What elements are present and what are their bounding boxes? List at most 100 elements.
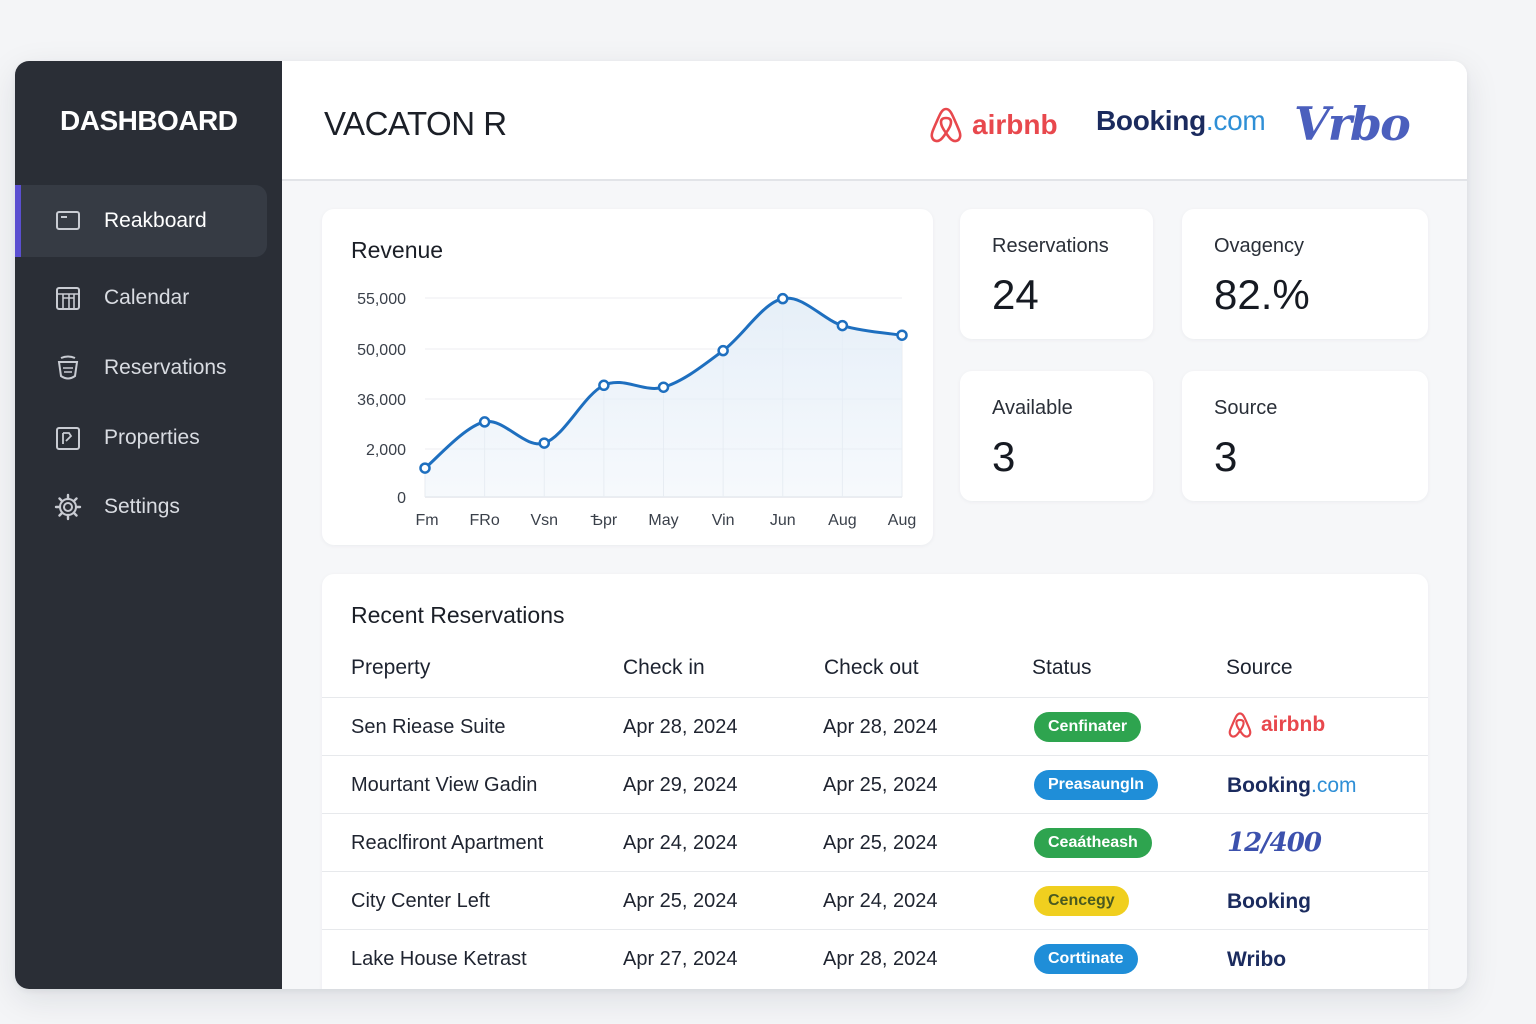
x-tick-label: May	[648, 512, 678, 529]
sidebar-item-reservations[interactable]: Reservations	[15, 332, 267, 404]
booking-wordmark: Booking	[1096, 105, 1206, 136]
table-row[interactable]: City Center Left Apr 25, 2024 Apr 24, 2024…	[322, 871, 1428, 930]
cell-source: Wribo	[1227, 948, 1286, 972]
data-point	[419, 462, 431, 474]
data-point	[896, 329, 908, 341]
stat-value: 3	[992, 433, 1016, 480]
status-badge: Preasaungln	[1034, 770, 1159, 800]
revenue-area	[425, 298, 902, 497]
sidebar-brand: DASHBOARD	[60, 105, 238, 136]
column-header-status[interactable]: Status	[1032, 656, 1092, 679]
cell-check-in: Apr 29, 2024	[623, 774, 738, 796]
revenue-chart-card: Revenue 0 2,000 36,000 50,000 55,000 Fm FRo Vsn…	[322, 209, 933, 545]
cell-check-in: Apr 24, 2024	[623, 832, 738, 854]
source-suffix: .com	[1311, 774, 1357, 797]
cell-source: 12/400	[1227, 828, 1322, 858]
airbnb-icon	[1228, 712, 1252, 738]
x-tick-label: Aug	[888, 512, 916, 529]
app-window: DASHBOARD Reakboard Calendar Reservation…	[15, 61, 1467, 989]
column-header-check-in[interactable]: Check in	[623, 656, 705, 679]
table-row[interactable]: Lake House Ketrast Apr 27, 2024 Apr 28, 20…	[322, 929, 1428, 988]
data-point	[836, 319, 849, 332]
x-tick-label: Ѣpr	[591, 512, 618, 529]
header: VACATON R airbnb Booking.com Vrbo	[282, 61, 1467, 181]
source-label: Wribo	[1227, 948, 1287, 971]
data-point	[478, 416, 491, 428]
data-point	[538, 437, 550, 449]
booking-logo[interactable]: Booking.com	[1096, 105, 1266, 137]
revenue-chart: 0 2,000 36,000 50,000 55,000 Fm FRo Vsn Ѣpr May Vi…	[357, 291, 916, 529]
stat-label: Ovagency	[1214, 235, 1305, 257]
sidebar-item-properties[interactable]: Properties	[15, 402, 267, 474]
cell-source: airbnb	[1227, 710, 1325, 740]
cell-property: Sen Riease Suite	[351, 716, 506, 738]
stat-label: Source	[1214, 397, 1278, 419]
x-tick-label: Aug	[828, 512, 856, 529]
stat-label: Reservations	[992, 235, 1109, 257]
sidebar-item-label: Properties	[104, 426, 200, 449]
sidebar-item-label: Calendar	[104, 286, 190, 309]
sidebar-item-settings[interactable]: Settings	[15, 471, 267, 543]
sidebar-item-calendar[interactable]: Calendar	[15, 262, 267, 334]
page-title: VACATON R	[324, 105, 507, 142]
x-tick-label: Vsn	[530, 512, 558, 529]
table-row[interactable]: Mourtant View Gadin Apr 29, 2024 Apr 25, 2…	[322, 755, 1428, 814]
table-row[interactable]: Sen Riease Suite Apr 28, 2024 Apr 28, 2024…	[322, 697, 1428, 756]
data-point	[657, 381, 670, 393]
airbnb-wordmark: airbnb	[972, 109, 1058, 140]
table-row[interactable]: Reaclfiront Apartment Apr 24, 2024 Apr 25,…	[322, 813, 1428, 872]
sidebar-item-label: Reakboard	[104, 209, 207, 232]
cell-check-out: Apr 28, 2024	[823, 716, 938, 738]
status-badge: Corttinate	[1034, 944, 1138, 974]
cell-check-out: Apr 25, 2024	[823, 832, 938, 854]
sidebar: DASHBOARD Reakboard Calendar Reservation…	[15, 61, 282, 989]
vrbo-logo: 12/400	[1227, 828, 1322, 858]
cell-check-in: Apr 25, 2024	[623, 890, 738, 912]
reservations-icon	[53, 353, 83, 383]
x-tick-label: Vin	[712, 512, 735, 529]
status-badge: Cencegy	[1034, 886, 1129, 916]
cell-source: Booking	[1227, 890, 1311, 914]
properties-icon	[53, 423, 83, 453]
cell-check-out: Apr 24, 2024	[823, 890, 938, 912]
data-point	[777, 292, 789, 305]
x-tick-label: Jun	[770, 512, 796, 529]
stat-value: 82.%	[1214, 271, 1310, 318]
sidebar-item-label: Settings	[104, 495, 180, 518]
column-header-source[interactable]: Source	[1226, 656, 1293, 679]
cell-check-out: Apr 25, 2024	[823, 774, 938, 796]
stat-card-occupancy[interactable]: Ovagency 82.%	[1182, 209, 1428, 339]
chart-title: Revenue	[351, 237, 444, 263]
cell-property: Mourtant View Gadin	[351, 774, 538, 796]
y-tick-label: 2,000	[366, 442, 406, 459]
source-label: Booking	[1227, 774, 1311, 797]
stat-value: 3	[1214, 433, 1238, 480]
cell-property: Reaclfiront Apartment	[351, 832, 544, 854]
data-point	[717, 344, 729, 357]
y-tick-label: 0	[397, 490, 406, 507]
stat-card-source[interactable]: Source 3	[1182, 371, 1428, 501]
airbnb-logo[interactable]: airbnb	[928, 103, 1058, 147]
cell-property: Lake House Ketrast	[351, 948, 527, 970]
stat-card-reservations[interactable]: Reservations 24	[960, 209, 1153, 339]
gear-icon	[53, 492, 83, 522]
y-tick-label: 55,000	[357, 291, 406, 308]
booking-suffix: .com	[1205, 105, 1266, 136]
sidebar-item-label: Reservations	[104, 356, 227, 379]
sidebar-item-dashboard[interactable]: Reakboard	[15, 185, 267, 257]
calendar-icon	[53, 283, 83, 313]
stat-label: Available	[992, 397, 1073, 419]
cell-check-in: Apr 28, 2024	[623, 716, 738, 738]
status-badge: Ceaátheash	[1034, 828, 1152, 858]
cell-property: City Center Left	[351, 890, 490, 912]
column-header-check-out[interactable]: Check out	[824, 656, 919, 679]
data-point	[598, 379, 610, 392]
x-tick-label: FRo	[470, 512, 500, 529]
booking-logo: Booking.com	[1227, 774, 1357, 797]
vrbo-logo[interactable]: Vrbo	[1294, 97, 1411, 151]
stat-card-available[interactable]: Available 3	[960, 371, 1153, 501]
column-header-property[interactable]: Preperty	[351, 656, 431, 679]
status-badge: Cenfinater	[1034, 712, 1142, 742]
source-label: Booking	[1227, 890, 1311, 913]
cell-check-in: Apr 27, 2024	[623, 948, 738, 970]
